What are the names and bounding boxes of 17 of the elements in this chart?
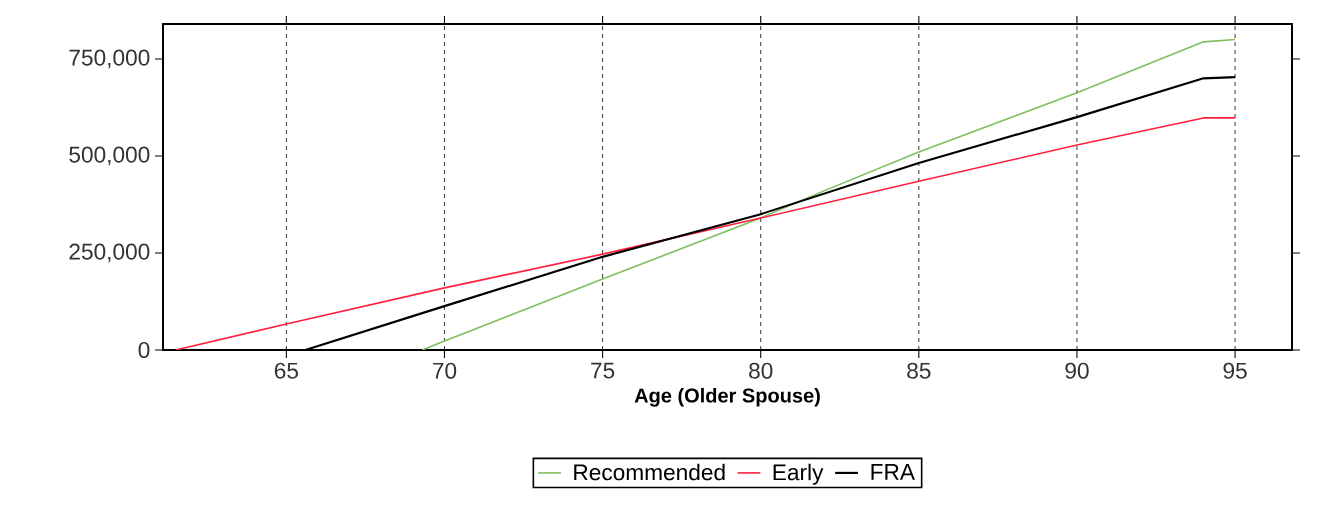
x-tick-label: 65 <box>274 362 298 379</box>
x-tick-label: 70 <box>433 362 457 379</box>
y-tick-label: 750,000 <box>69 49 150 69</box>
y-tick-label: 250,000 <box>69 243 150 263</box>
x-tick-label: 85 <box>907 362 931 379</box>
line-series <box>421 38 1236 350</box>
x-tick-label: 75 <box>591 362 615 379</box>
legend-label: Recommended <box>574 463 725 481</box>
y-tick-label: 0 <box>138 341 150 359</box>
legend-label: FRA <box>871 464 915 480</box>
x-tick-label: 95 <box>1223 362 1247 379</box>
x-tick-label: 90 <box>1065 362 1089 379</box>
x-tick-label: 80 <box>749 362 773 379</box>
line-series <box>174 117 1236 350</box>
y-tick-label: 500,000 <box>69 146 150 166</box>
x-axis-title: Age (Older Spouse) <box>634 387 820 407</box>
legend-label: Early <box>773 463 824 485</box>
